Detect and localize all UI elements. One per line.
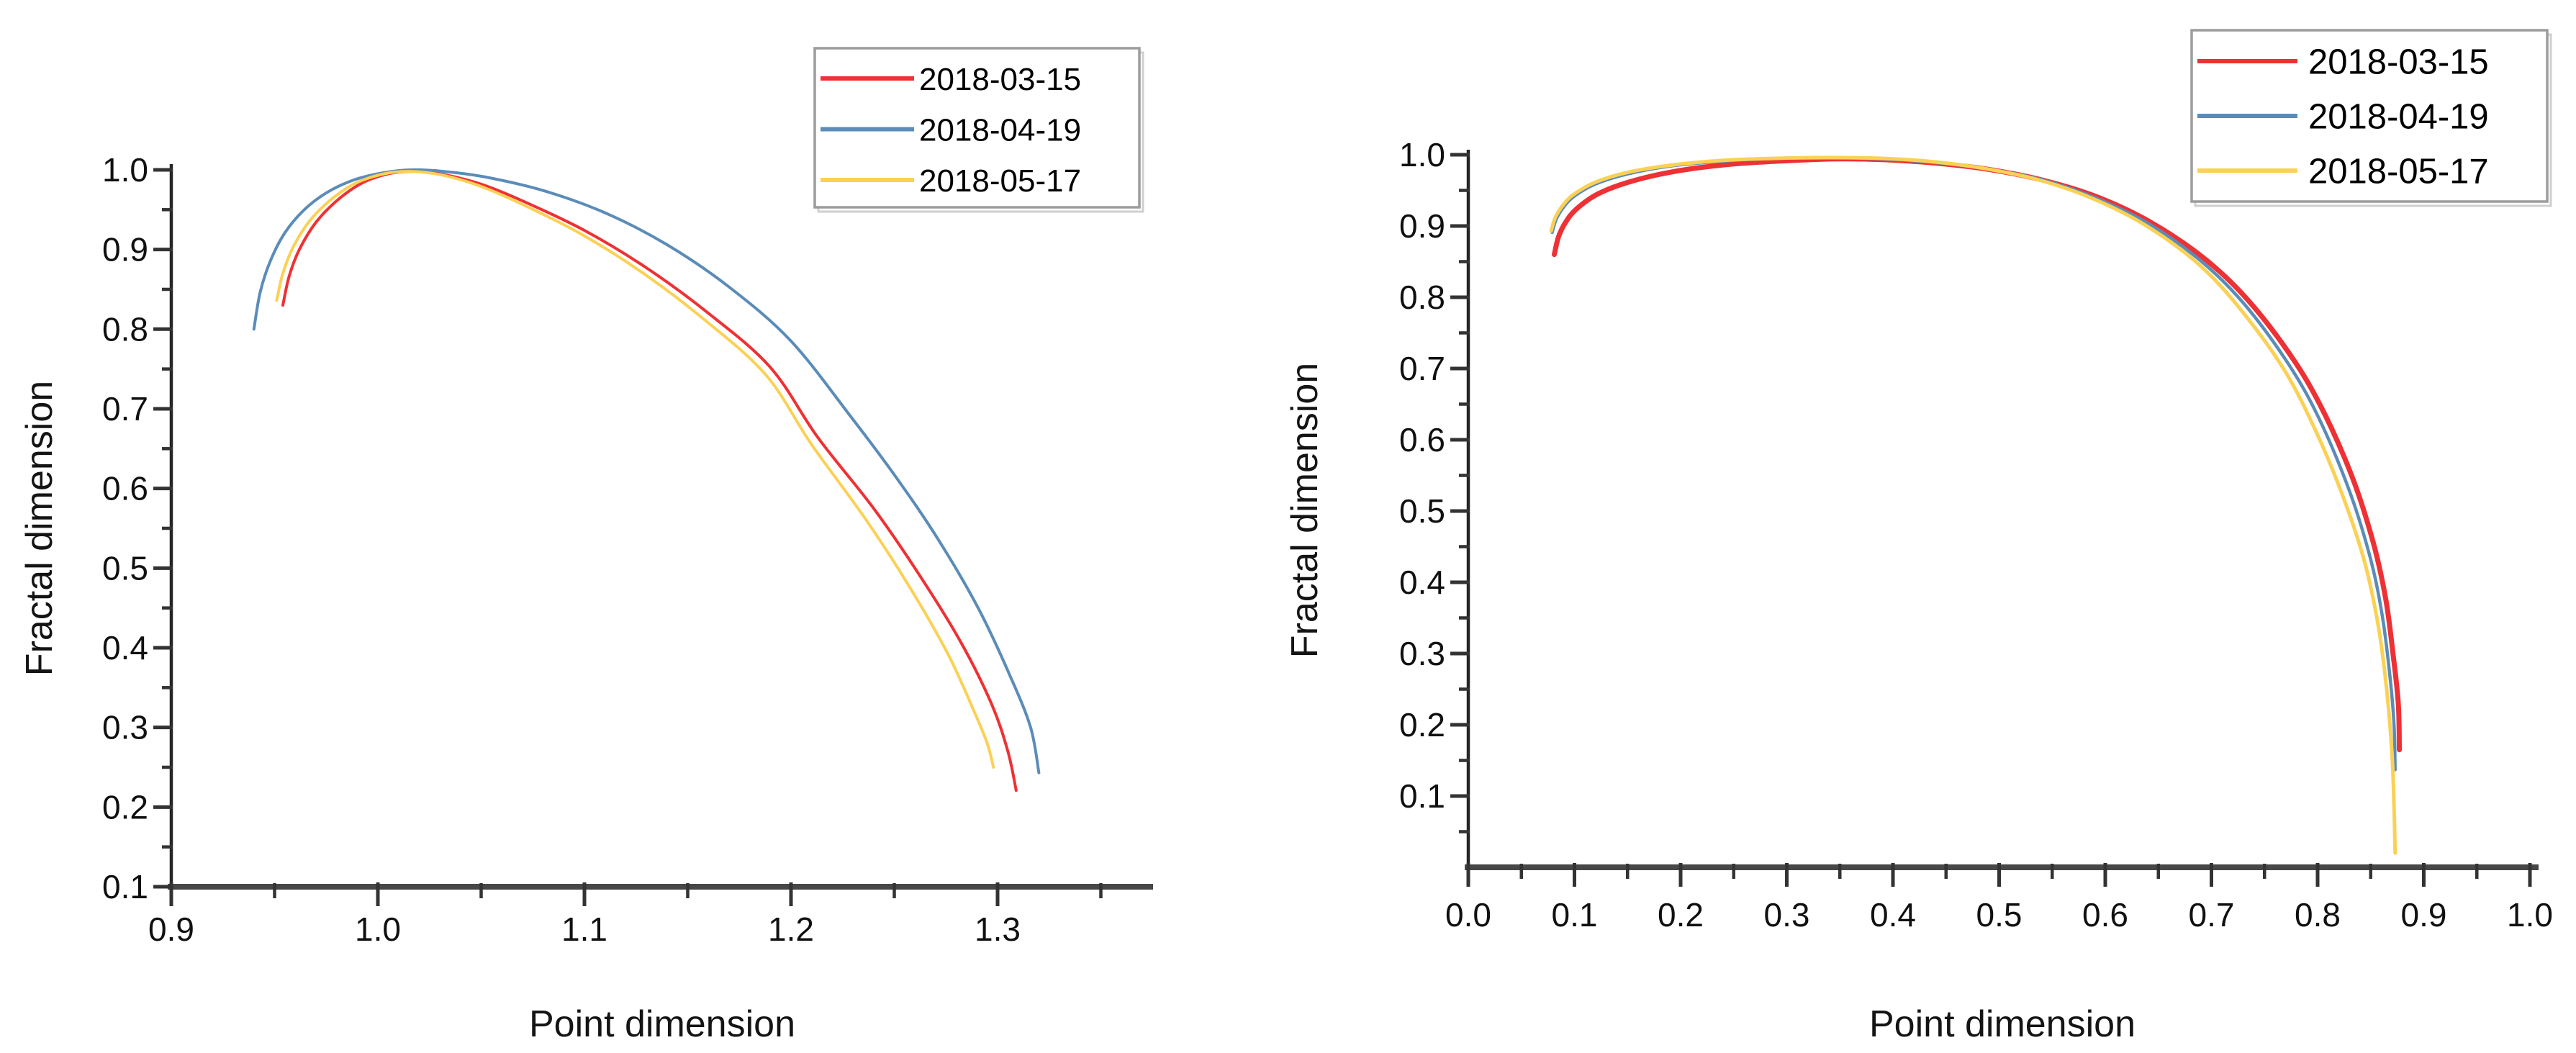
y-tick-label: 0.3 <box>1399 635 1445 672</box>
x-tick-label: 0.9 <box>2401 896 2447 934</box>
x-tick-label: 0.3 <box>1764 896 1810 934</box>
x-tick-label: 1.1 <box>561 910 607 948</box>
y-tick-label: 0.2 <box>1399 706 1445 744</box>
x-tick-label: 0.0 <box>1445 896 1491 934</box>
y-tick-label: 0.7 <box>1399 350 1445 387</box>
x-tick-label: 1.2 <box>768 910 814 948</box>
series-line-2018-04-19 <box>1550 155 2397 772</box>
chart-left: 0.9 1.0 1.1 1.2 1.3 0.1 0.2 0.3 0.4 0.5 0.6 0.7 0.8 0… <box>19 47 1153 1045</box>
chart-right-curves <box>1549 155 2403 855</box>
series-line-2018-05-17 <box>1549 155 2398 855</box>
y-tick-label: 0.1 <box>102 868 148 905</box>
y-tick-label: 0.6 <box>1399 421 1445 458</box>
y-tick-label: 0.9 <box>1399 207 1445 245</box>
y-tick-label: 0.7 <box>102 390 148 428</box>
y-tick-label: 0.1 <box>1399 777 1445 815</box>
x-tick-label: 0.8 <box>2295 896 2341 934</box>
x-tick-label: 0.4 <box>1870 896 1916 934</box>
chart-left-axes <box>153 164 1153 906</box>
chart-right: 0.0 0.1 0.2 0.3 0.4 0.5 0.6 0.7 0.8 0.9 1.0 0.1 0.2 0… <box>1284 29 2553 1045</box>
series-line-2018-03-15 <box>1552 156 2403 753</box>
x-tick-label: 0.1 <box>1552 896 1598 934</box>
y-tick-label: 1.0 <box>102 151 148 189</box>
series-line-2018-04-19 <box>252 168 1041 774</box>
x-axis-title-left: Point dimension <box>529 1003 795 1045</box>
y-tick-label: 0.9 <box>102 231 148 268</box>
y-tick-label: 0.5 <box>1399 492 1445 530</box>
series-line-2018-03-15 <box>281 170 1018 792</box>
y-tick-label: 0.3 <box>102 709 148 746</box>
x-tick-label: 0.5 <box>1976 896 2023 934</box>
x-tick-label: 0.9 <box>148 910 194 948</box>
legend-label: 2018-04-19 <box>919 112 1081 148</box>
legend-label: 2018-05-17 <box>919 163 1081 199</box>
y-tick-label: 0.8 <box>1399 279 1445 316</box>
y-tick-label: 0.6 <box>102 470 148 507</box>
legend-right: 2018-03-15 2018-04-19 2018-05-17 <box>2190 29 2552 207</box>
y-tick-label: 0.4 <box>102 629 148 666</box>
legend-left: 2018-03-15 2018-04-19 2018-05-17 <box>813 47 1144 213</box>
x-tick-label: 1.0 <box>355 910 401 948</box>
y-tick-label: 0.5 <box>102 549 148 587</box>
x-tick-label: 0.2 <box>1658 896 1704 934</box>
legend-label: 2018-04-19 <box>2308 98 2489 137</box>
chart-right-axes <box>1450 150 2539 887</box>
x-tick-label: 0.7 <box>2189 896 2235 934</box>
legend-label: 2018-03-15 <box>2308 43 2489 82</box>
legend-label: 2018-05-17 <box>2308 153 2489 191</box>
y-axis-title-right: Fractal dimension <box>1284 363 1326 658</box>
chart-right-tick-labels: 0.0 0.1 0.2 0.3 0.4 0.5 0.6 0.7 0.8 0.9 1.0 0.1 0.2 0… <box>1399 136 2553 934</box>
legend-label: 2018-03-15 <box>919 62 1081 97</box>
y-tick-label: 1.0 <box>1399 136 1445 173</box>
x-tick-label: 1.0 <box>2507 896 2553 934</box>
x-axis-title-right: Point dimension <box>1869 1003 2136 1045</box>
chart-left-curves <box>252 168 1041 792</box>
y-tick-label: 0.4 <box>1399 564 1445 601</box>
y-tick-label: 0.2 <box>102 788 148 826</box>
y-tick-label: 0.8 <box>102 310 148 348</box>
x-tick-label: 0.6 <box>2082 896 2128 934</box>
series-line-2018-05-17 <box>275 170 995 769</box>
chart-left-tick-labels: 0.9 1.0 1.1 1.2 1.3 0.1 0.2 0.3 0.4 0.5 0.6 0.7 0.8 0… <box>102 151 1021 948</box>
y-axis-title-left: Fractal dimension <box>19 381 60 676</box>
x-tick-label: 1.3 <box>975 910 1021 948</box>
